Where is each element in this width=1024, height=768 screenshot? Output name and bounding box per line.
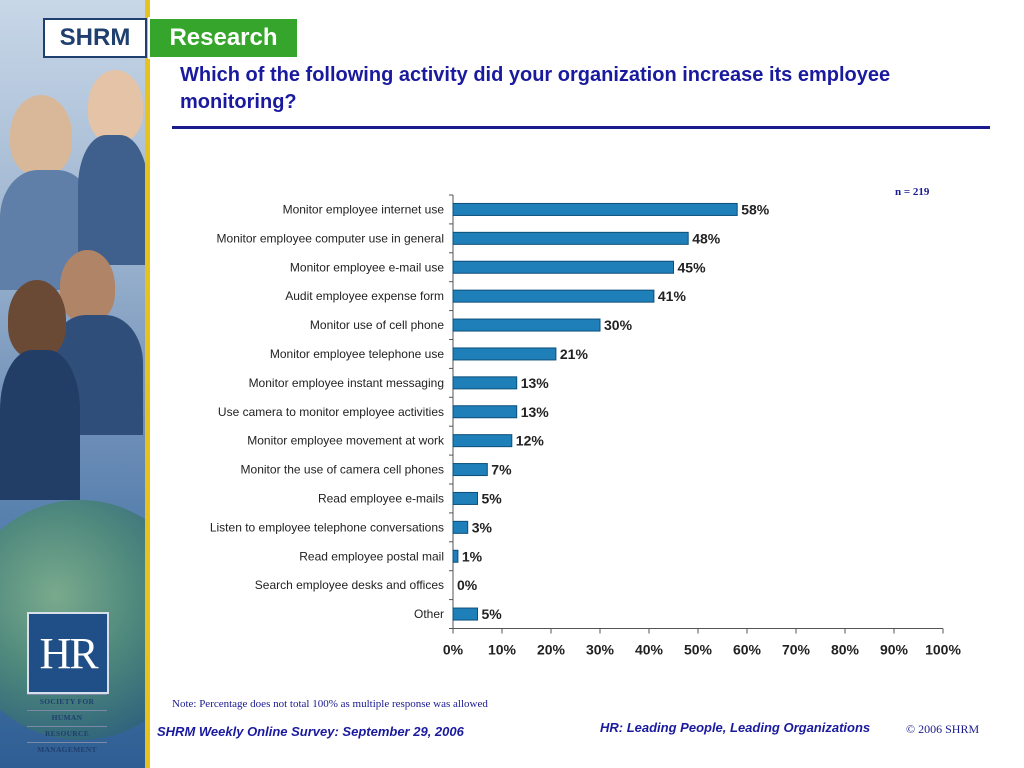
x-tick-label: 40% <box>635 642 664 658</box>
value-label: 13% <box>521 404 550 420</box>
value-label: 7% <box>491 462 512 478</box>
value-label: 30% <box>604 317 633 333</box>
person-photo <box>60 250 115 322</box>
x-tick-label: 100% <box>925 642 961 658</box>
value-label: 21% <box>560 346 589 362</box>
logo-text-line: RESOURCE <box>27 726 107 738</box>
person-photo <box>88 70 143 142</box>
x-tick-label: 30% <box>586 642 615 658</box>
value-label: 1% <box>462 548 483 564</box>
value-label: 0% <box>457 577 478 593</box>
x-tick-label: 60% <box>733 642 762 658</box>
category-label: Monitor the use of camera cell phones <box>241 463 444 477</box>
category-label: Monitor employee instant messaging <box>249 376 444 390</box>
x-tick-label: 50% <box>684 642 713 658</box>
value-label: 58% <box>741 201 770 217</box>
copyright: © 2006 SHRM <box>906 722 980 736</box>
person-photo <box>78 135 148 265</box>
value-label: 5% <box>482 490 503 506</box>
x-tick-label: 0% <box>443 642 464 658</box>
logo-text-line: SOCIETY FOR <box>27 694 107 706</box>
bar <box>452 607 478 621</box>
bar <box>452 318 601 332</box>
category-label: Use camera to monitor employee activitie… <box>218 405 444 419</box>
bar <box>452 405 518 419</box>
category-label: Monitor employee movement at work <box>247 434 445 448</box>
sidebar-divider <box>145 0 150 768</box>
category-label: Monitor employee internet use <box>283 202 445 216</box>
research-badge: Research <box>148 17 299 59</box>
category-label: Monitor employee telephone use <box>270 347 444 361</box>
shrm-logo: SHRM <box>43 18 147 58</box>
bar <box>452 260 674 274</box>
person-photo <box>10 95 72 175</box>
bar <box>452 289 655 303</box>
bar <box>452 463 488 477</box>
category-label: Audit employee expense form <box>285 289 444 303</box>
value-label: 5% <box>482 606 503 622</box>
photo-sidebar: HR SOCIETY FOR HUMAN RESOURCE MANAGEMENT <box>0 0 150 768</box>
value-label: 45% <box>678 259 707 275</box>
footnote: Note: Percentage does not total 100% as … <box>172 698 488 710</box>
bar <box>452 491 478 505</box>
category-label: Read employee postal mail <box>299 549 444 563</box>
title-underline <box>172 126 990 129</box>
x-tick-label: 70% <box>782 642 811 658</box>
bar <box>452 434 513 448</box>
value-label: 12% <box>516 433 545 449</box>
bar-chart: Monitor employee internet use 58% Monitor … <box>210 194 961 658</box>
x-tick-label: 80% <box>831 642 860 658</box>
bar <box>452 231 689 245</box>
value-label: 48% <box>692 230 721 246</box>
shrm-logo-text: SHRM <box>59 24 131 51</box>
category-label: Search employee desks and offices <box>255 578 444 592</box>
value-label: 3% <box>472 519 493 535</box>
category-label: Other <box>414 607 444 621</box>
value-label: 41% <box>658 288 687 304</box>
bar <box>452 347 557 361</box>
logo-text-line: MANAGEMENT <box>27 742 107 754</box>
x-tick-label: 20% <box>537 642 566 658</box>
person-photo <box>0 350 80 500</box>
bar <box>452 202 738 216</box>
tagline: HR: Leading People, Leading Organization… <box>600 720 871 735</box>
category-label: Listen to employee telephone conversatio… <box>210 520 444 534</box>
research-badge-text: Research <box>169 24 278 51</box>
hr-logo: HR <box>27 612 109 694</box>
person-photo <box>8 280 66 358</box>
bar <box>452 520 469 534</box>
page-title: Which of the following activity did your… <box>180 64 891 113</box>
sample-size-label: n = 219 <box>895 186 930 198</box>
category-label: Monitor employee e-mail use <box>290 260 444 274</box>
category-label: Monitor use of cell phone <box>310 318 444 332</box>
bar <box>452 549 459 563</box>
x-tick-label: 10% <box>488 642 517 658</box>
category-label: Monitor employee computer use in general <box>217 231 444 245</box>
logo-text-line: HUMAN <box>27 710 107 722</box>
x-tick-label: 90% <box>880 642 909 658</box>
value-label: 13% <box>521 375 550 391</box>
bar <box>452 376 518 390</box>
survey-source: SHRM Weekly Online Survey: September 29,… <box>157 724 464 739</box>
category-label: Read employee e-mails <box>318 491 444 505</box>
